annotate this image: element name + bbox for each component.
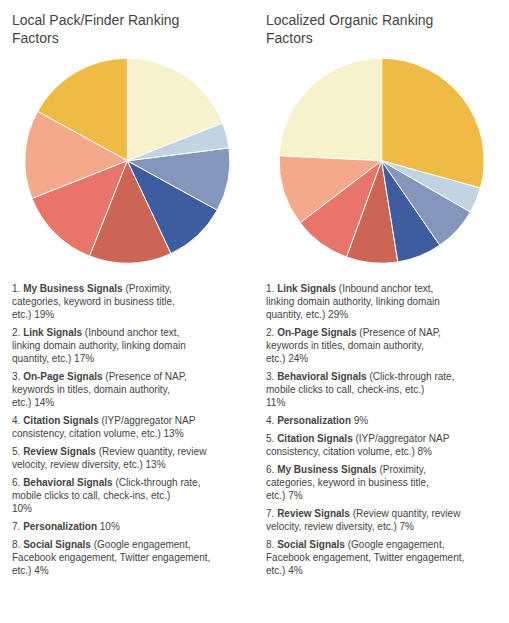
svg-text:Localized Organic RankingFacto: Localized Organic RankingFactors bbox=[266, 12, 433, 46]
svg-text:4. Citation Signals (IYP/aggre: 4. Citation Signals (IYP/aggregator NAPc… bbox=[12, 415, 196, 439]
svg-text:2. Link Signals (Inbound ancho: 2. Link Signals (Inbound anchor text,lin… bbox=[12, 327, 186, 364]
svg-text:Local Pack/Finder RankingFacto: Local Pack/Finder RankingFactors bbox=[12, 12, 179, 46]
svg-text:8. Social Signals (Google enga: 8. Social Signals (Google engagement,Fac… bbox=[12, 539, 210, 576]
svg-text:3. Behavioral Signals (Click-t: 3. Behavioral Signals (Click-through rat… bbox=[266, 371, 454, 408]
svg-text:5. Review Signals (Review quan: 5. Review Signals (Review quantity, revi… bbox=[12, 446, 207, 470]
svg-text:2. On-Page Signals (Presence o: 2. On-Page Signals (Presence of NAP,keyw… bbox=[266, 327, 441, 364]
svg-text:1. Link Signals (Inbound ancho: 1. Link Signals (Inbound anchor text,lin… bbox=[266, 283, 440, 320]
svg-text:6. Behavioral Signals (Click-t: 6. Behavioral Signals (Click-through rat… bbox=[12, 477, 200, 514]
svg-text:6. My Business Signals (Proxim: 6. My Business Signals (Proximity,catego… bbox=[266, 464, 429, 501]
svg-text:7. Review Signals (Review quan: 7. Review Signals (Review quantity, revi… bbox=[266, 508, 461, 532]
svg-text:1. My Business Signals (Proxim: 1. My Business Signals (Proximity,catego… bbox=[12, 283, 175, 320]
svg-text:7. Personalization 10%: 7. Personalization 10% bbox=[12, 521, 120, 532]
svg-text:5. Citation Signals (IYP/aggre: 5. Citation Signals (IYP/aggregator NAPc… bbox=[266, 433, 450, 457]
svg-text:3. On-Page Signals (Presence o: 3. On-Page Signals (Presence of NAP,keyw… bbox=[12, 371, 187, 408]
svg-text:4. Personalization 9%: 4. Personalization 9% bbox=[266, 415, 368, 426]
svg-text:8. Social Signals (Google enga: 8. Social Signals (Google engagement,Fac… bbox=[266, 539, 464, 576]
